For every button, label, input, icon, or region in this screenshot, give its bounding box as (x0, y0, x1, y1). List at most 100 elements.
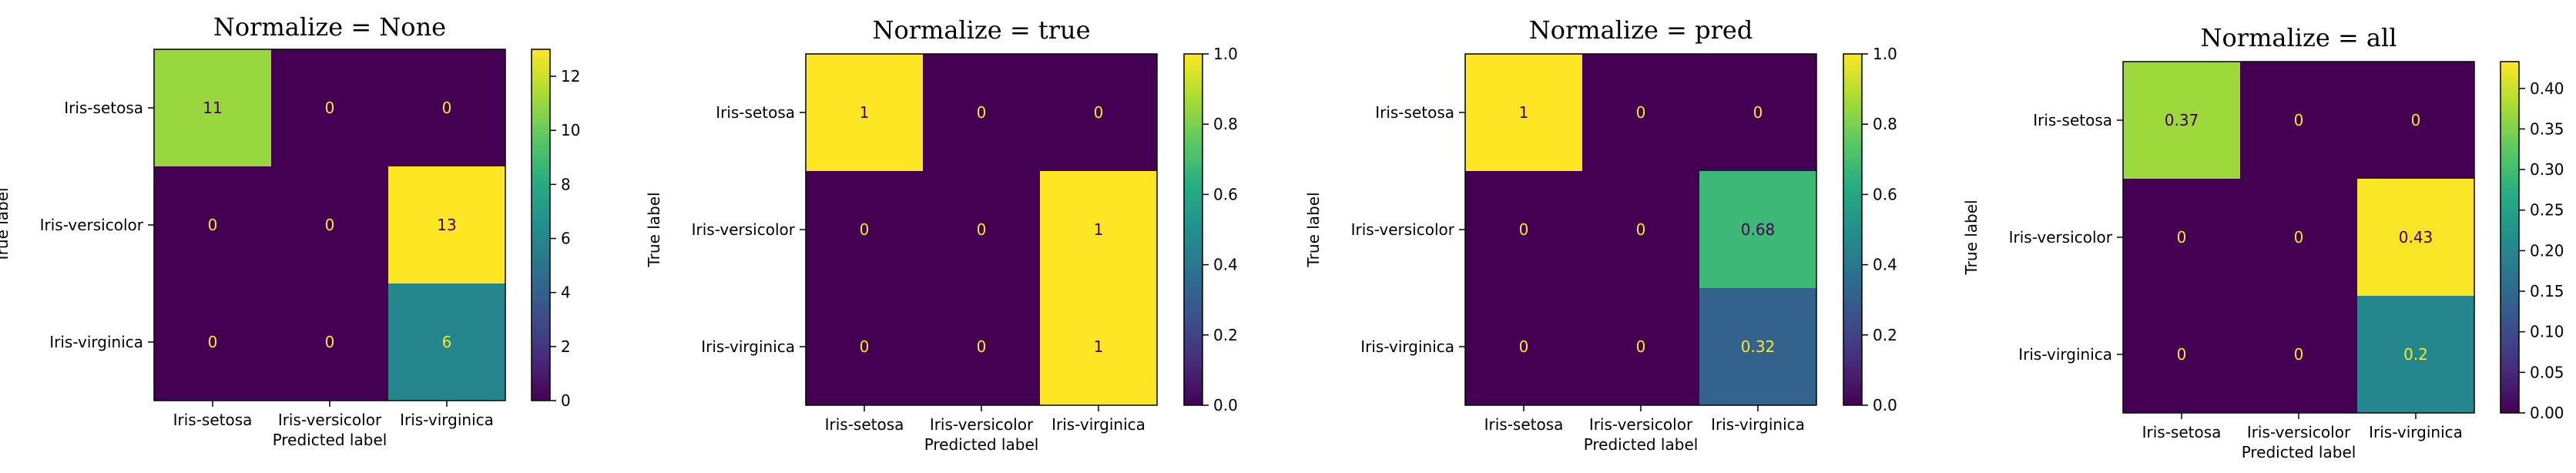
colorbar-tick-label: 0 (561, 391, 571, 410)
y-tick-label: Iris-versicolor (40, 216, 144, 234)
panel-3: Normalize = pred 1 0 0 0 0 0.68 0 0 0.32 Iris-seto… (1304, 15, 1897, 454)
y-tick-label: Iris-versicolor (2009, 228, 2113, 247)
colorbar-tick-label: 4 (561, 283, 571, 302)
colorbar-tick-label: 1.0 (1213, 45, 1238, 63)
heatmap-cell (806, 288, 923, 405)
cell-value-label: 0 (2411, 111, 2421, 129)
colorbar (531, 49, 551, 401)
cell-value-label: 1 (1094, 220, 1104, 239)
cell-value-label: 0.37 (2165, 111, 2199, 129)
cell-value-label: 0 (208, 333, 218, 351)
heatmap-cell (2123, 296, 2240, 413)
cell-value-label: 0 (2294, 111, 2304, 129)
cell-value-label: 0 (325, 333, 335, 351)
cell-value-label: 1 (1519, 103, 1529, 122)
cell-value-label: 0 (1636, 103, 1646, 122)
cell-value-label: 0 (1519, 220, 1529, 239)
chart-title: Normalize = true (872, 15, 1090, 45)
heatmap-cell (2240, 296, 2357, 413)
cell-value-label: 0 (977, 337, 987, 356)
heatmap-cell (1699, 288, 1816, 405)
x-axis-label: Predicted label (273, 431, 387, 449)
colorbar-tick-label: 0.2 (1873, 326, 1897, 344)
colorbar (1183, 53, 1203, 406)
heatmap-cell (1465, 54, 1582, 171)
cell-value-label: 0 (1094, 103, 1104, 122)
y-tick-label: Iris-versicolor (1351, 220, 1455, 239)
x-tick-label: Iris-setosa (1484, 415, 1564, 434)
cell-value-label: 13 (437, 216, 456, 234)
colorbar-tick-label: 0.15 (2530, 282, 2564, 300)
colorbar-tick-label: 0.0 (1213, 396, 1238, 414)
colorbar-tick-label: 0.05 (2530, 363, 2564, 381)
cell-value-label: 0 (1753, 103, 1763, 122)
heatmap-cell (388, 166, 505, 283)
x-tick-label: Iris-versicolor (930, 415, 1034, 434)
colorbar-tick-label: 0.4 (1873, 256, 1897, 274)
chart-title: Normalize = None (213, 12, 446, 42)
cell-value-label: 0 (1519, 337, 1529, 356)
colorbar-tick-label: 0.6 (1873, 185, 1897, 203)
x-axis-label: Predicted label (1584, 435, 1699, 454)
colorbar-tick-label: 8 (561, 175, 571, 193)
y-axis-label: True label (0, 187, 12, 263)
cell-value-label: 0 (2177, 228, 2187, 247)
cell-value-label: 0 (2177, 345, 2187, 364)
heatmap-cell (2240, 62, 2357, 179)
x-tick-label: Iris-virginica (400, 411, 494, 429)
cell-value-label: 0 (2294, 345, 2304, 364)
heatmap-cell (923, 54, 1040, 171)
cell-value-label: 1 (1094, 337, 1104, 356)
heatmap-cell (1465, 288, 1582, 405)
heatmap-cell (271, 49, 388, 166)
heatmap-cell (806, 171, 923, 288)
colorbar-tick-label: 0.8 (1873, 115, 1897, 133)
colorbar-tick-label: 0.4 (1213, 256, 1238, 274)
chart-title: Normalize = pred (1529, 15, 1753, 45)
x-tick-label: Iris-virginica (1711, 415, 1805, 434)
y-tick-label: Iris-versicolor (692, 220, 796, 239)
heatmap-cell (154, 166, 271, 283)
heatmap-cell (2123, 179, 2240, 296)
colorbar-tick-label: 2 (561, 337, 571, 356)
cell-value-label: 11 (203, 99, 222, 117)
heatmap-cell (1040, 171, 1157, 288)
cell-value-label: 0 (1636, 337, 1646, 356)
heatmap-cell (2357, 296, 2474, 413)
panel-1: Normalize = None 11 0 0 0 0 13 0 0 6 Iris-setosa Ir… (0, 12, 580, 449)
heatmap-cell (1582, 54, 1699, 171)
heatmap-cell (2357, 179, 2474, 296)
colorbar-tick-label: 0.35 (2530, 119, 2564, 138)
x-tick-label: Iris-virginica (1052, 415, 1145, 434)
colorbar-tick-label: 10 (561, 121, 580, 139)
y-tick-label: Iris-setosa (2033, 111, 2112, 129)
heatmap-cell (154, 49, 271, 166)
x-tick-label: Iris-setosa (173, 411, 253, 429)
cell-value-label: 0.32 (1741, 337, 1776, 356)
cell-value-label: 0.2 (2403, 345, 2428, 364)
x-tick-label: Iris-setosa (2142, 423, 2222, 441)
cell-value-label: 0 (1636, 220, 1646, 239)
y-tick-label: Iris-virginica (49, 333, 143, 351)
y-axis-label: True label (1304, 192, 1323, 267)
colorbar-tick-label: 1.0 (1873, 45, 1897, 63)
cell-value-label: 0 (977, 103, 987, 122)
y-axis-label: True label (1962, 200, 1981, 275)
cell-value-label: 0 (860, 220, 870, 239)
heatmap-cell (1582, 171, 1699, 288)
heatmap-cell (154, 283, 271, 401)
colorbar (2500, 61, 2520, 414)
colorbar-tick-label: 12 (561, 67, 580, 86)
heatmap-cell (923, 288, 1040, 405)
heatmap-cell (1040, 288, 1157, 405)
colorbar-tick-label: 0.2 (1213, 326, 1238, 344)
colorbar-tick-label: 0.20 (2530, 241, 2564, 260)
y-tick-label: Iris-virginica (1360, 337, 1454, 356)
cell-value-label: 6 (442, 333, 452, 351)
x-axis-label: Predicted label (2242, 443, 2356, 461)
heatmap-cell (271, 283, 388, 401)
x-tick-label: Iris-versicolor (1589, 415, 1693, 434)
x-tick-label: Iris-setosa (825, 415, 904, 434)
chart-title: Normalize = all (2201, 23, 2397, 52)
